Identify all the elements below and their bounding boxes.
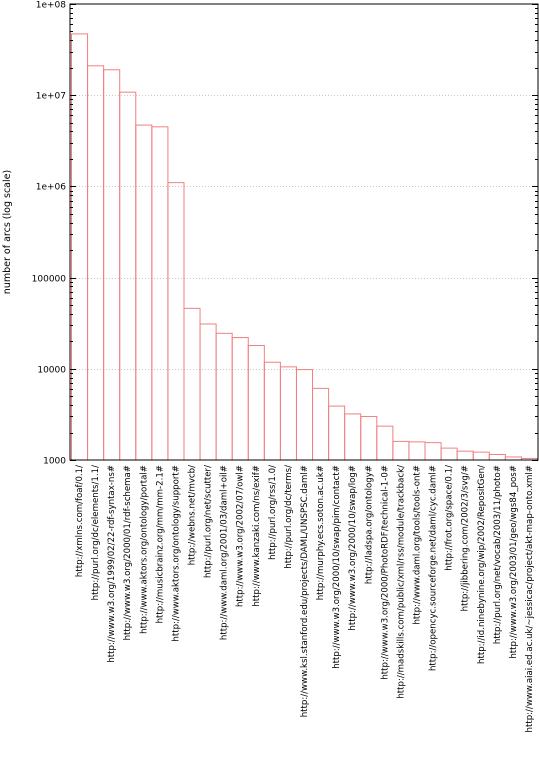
bar bbox=[263, 361, 281, 461]
y-tick-label: 1e+07 bbox=[36, 92, 66, 102]
x-category-label: http://www.w3.org/2000/PhotoRDF/technica… bbox=[380, 465, 390, 680]
x-category-label: http://opencyc.sourceforge.net/daml/cyc.… bbox=[429, 465, 439, 671]
x-category-label: http://www.kanzaki.com/ns/exif# bbox=[252, 465, 262, 607]
bar bbox=[456, 450, 474, 461]
x-category-label: http://purl.org/rss/1.0/ bbox=[268, 465, 278, 560]
y-tick-label: 1000 bbox=[43, 457, 66, 467]
bar bbox=[424, 442, 442, 461]
x-category-label: http://www.w3.org/2000/10/swap/log# bbox=[348, 465, 358, 631]
y-axis-ticks bbox=[70, 4, 538, 461]
x-category-label: http://id.ninebynine.org/wip/2002/Reposi… bbox=[477, 465, 487, 664]
bar bbox=[328, 405, 346, 461]
bars bbox=[71, 33, 538, 461]
plot-frame bbox=[69, 3, 539, 461]
bar bbox=[440, 447, 458, 461]
y-tick-label: 1e+08 bbox=[36, 1, 67, 11]
bar bbox=[360, 415, 378, 461]
x-category-label: http://ladspa.org/ontology# bbox=[364, 465, 374, 584]
x-category-label: http://purl.org/net/vocab/2003/11/photo# bbox=[493, 465, 503, 644]
grid-lines bbox=[70, 95, 538, 370]
y-tick-label: 10000 bbox=[37, 366, 66, 376]
bar bbox=[87, 65, 105, 461]
bar bbox=[408, 441, 426, 461]
bar bbox=[151, 126, 169, 461]
x-category-label: http://purl.org/dc/elements/1.1/ bbox=[91, 465, 101, 600]
x-category-label: http://www.daml.org/tools/tools-ont# bbox=[412, 465, 422, 624]
x-category-label: http://www.aktors.org/ontology/support# bbox=[171, 465, 181, 642]
bar bbox=[312, 387, 330, 461]
x-category-label: http://madskills.com/public/xml/rss/modu… bbox=[396, 465, 406, 699]
bar bbox=[392, 440, 410, 461]
x-category-label: http://www.w3.org/1999/02/22-rdf-syntax-… bbox=[107, 465, 117, 663]
x-category-label: http://webns.net/mvcb/ bbox=[188, 465, 198, 565]
y-tick-label: 100000 bbox=[32, 275, 67, 285]
bar bbox=[167, 182, 185, 461]
bar bbox=[472, 451, 490, 461]
x-category-label: http://www.w3.org/2000/10/swap/pim/conta… bbox=[332, 465, 342, 669]
bar bbox=[183, 307, 201, 461]
x-category-label: http://www.w3.org/2003/01/geo/wgs84_pos# bbox=[509, 465, 519, 659]
y-axis-tick-labels: 1000 10000 100000 1e+06 1e+07 1e+08 bbox=[32, 1, 67, 467]
bar bbox=[119, 91, 137, 461]
bar bbox=[344, 413, 362, 461]
bar bbox=[215, 332, 233, 461]
bar bbox=[247, 345, 265, 461]
x-category-label: http://www.aktors.org/ontology/portal# bbox=[139, 465, 149, 634]
y-axis-title: number of arcs (log scale) bbox=[2, 170, 13, 294]
bar bbox=[376, 425, 394, 461]
bar bbox=[135, 124, 153, 461]
x-category-label: http://xmlns.com/foaf/0.1/ bbox=[75, 465, 85, 577]
x-category-label: http://www.w3.org/2002/07/owl# bbox=[236, 465, 246, 607]
x-category-label: http://murphy.ecs.soton.ac.uk# bbox=[316, 465, 326, 600]
bar bbox=[231, 337, 249, 461]
y-tick-label: 1e+06 bbox=[36, 183, 67, 193]
bar bbox=[103, 69, 121, 461]
x-axis-category-labels: http://xmlns.com/foaf/0.1/http://purl.or… bbox=[75, 465, 535, 733]
x-category-label: http://purl.org/net/scutter/ bbox=[204, 465, 214, 578]
bar bbox=[71, 33, 89, 461]
x-category-label: http://www.ksl.stanford.edu/projects/DAM… bbox=[300, 465, 310, 717]
bar bbox=[199, 323, 217, 461]
bar bbox=[295, 369, 314, 461]
x-category-label: http://frot.org/space/0.1/ bbox=[445, 465, 455, 571]
bar bbox=[279, 366, 297, 461]
x-category-label: http://jibbering.com/2002/3/svg/# bbox=[461, 465, 471, 611]
x-category-label: http://www.daml.org/2001/03/daml+oil# bbox=[220, 465, 230, 640]
bar bbox=[488, 453, 506, 461]
x-category-label: http://musicbrainz.org/mm/mm-2.1# bbox=[155, 465, 165, 623]
x-category-label: http://purl.org/dc/terms/ bbox=[284, 465, 294, 569]
x-category-label: http://www.aiai.ed.ac.uk/~jessicac/proje… bbox=[525, 465, 535, 732]
x-category-label: http://www.w3.org/2000/01/rdf-schema# bbox=[123, 465, 133, 640]
